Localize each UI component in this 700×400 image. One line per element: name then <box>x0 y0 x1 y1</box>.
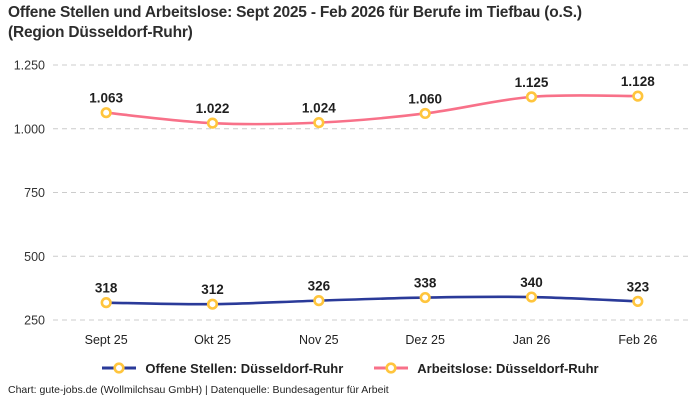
y-tick-label: 500 <box>24 250 45 264</box>
y-tick-label: 1.000 <box>14 122 45 136</box>
legend-item-label: Offene Stellen: Düsseldorf-Ruhr <box>145 360 344 376</box>
series-line <box>104 94 640 126</box>
data-point-label: 323 <box>627 279 650 294</box>
x-tick-label: Feb 26 <box>618 333 657 347</box>
data-point-marker[interactable] <box>525 91 538 103</box>
data-point-marker[interactable] <box>206 117 219 129</box>
y-tick-label: 1.250 <box>14 59 45 73</box>
legend-item[interactable]: Offene Stellen: Düsseldorf-Ruhr <box>101 361 343 376</box>
data-point-marker[interactable] <box>313 295 325 307</box>
data-point-label: 1.128 <box>621 74 655 89</box>
data-point-marker[interactable] <box>313 117 325 129</box>
x-tick-label: Okt 25 <box>194 333 231 347</box>
data-point-marker[interactable] <box>206 298 219 310</box>
data-point-label: 1.060 <box>408 91 442 106</box>
data-point-label: 1.022 <box>196 101 230 116</box>
y-tick-label: 750 <box>24 186 45 200</box>
chart-title-line1: Offene Stellen und Arbeitslose: Sept 202… <box>8 4 582 21</box>
data-point-label: 1.125 <box>515 75 549 90</box>
data-point-label: 1.024 <box>302 101 336 116</box>
data-point-label: 340 <box>520 275 543 290</box>
legend-swatch-icon <box>374 362 409 374</box>
attribution-footer: Chart: gute-jobs.de (Wollmilchsau GmbH) … <box>8 384 389 396</box>
data-point-marker[interactable] <box>632 90 644 102</box>
data-point-label: 1.063 <box>89 91 123 106</box>
chart-title: Offene Stellen und Arbeitslose: Sept 202… <box>8 3 668 43</box>
data-point-marker[interactable] <box>419 107 431 120</box>
x-tick-label: Dez 25 <box>405 333 445 347</box>
data-point-label: 338 <box>414 276 437 291</box>
chart-title-line2: (Region Düsseldorf-Ruhr) <box>8 24 193 41</box>
legend-item-label: Arbeitslose: Düsseldorf-Ruhr <box>417 360 599 376</box>
x-tick-label: Sept 25 <box>85 333 128 347</box>
data-point-marker[interactable] <box>100 107 112 119</box>
x-tick-label: Nov 25 <box>299 333 339 347</box>
series-line <box>104 295 640 306</box>
chart-legend: Offene Stellen: Düsseldorf-Ruhr Arbeitslo… <box>0 357 700 379</box>
data-point-marker[interactable] <box>419 291 431 304</box>
data-point-marker[interactable] <box>100 297 112 309</box>
data-point-marker[interactable] <box>632 295 644 307</box>
data-point-marker[interactable] <box>525 291 538 303</box>
y-tick-label: 250 <box>24 314 45 328</box>
x-tick-label: Jan 26 <box>513 333 551 347</box>
data-point-label: 326 <box>308 279 331 294</box>
data-point-label: 318 <box>95 281 118 296</box>
data-point-label: 312 <box>201 282 224 297</box>
legend-item[interactable]: Arbeitslose: Düsseldorf-Ruhr <box>373 360 599 376</box>
legend-swatch-icon <box>102 362 137 374</box>
